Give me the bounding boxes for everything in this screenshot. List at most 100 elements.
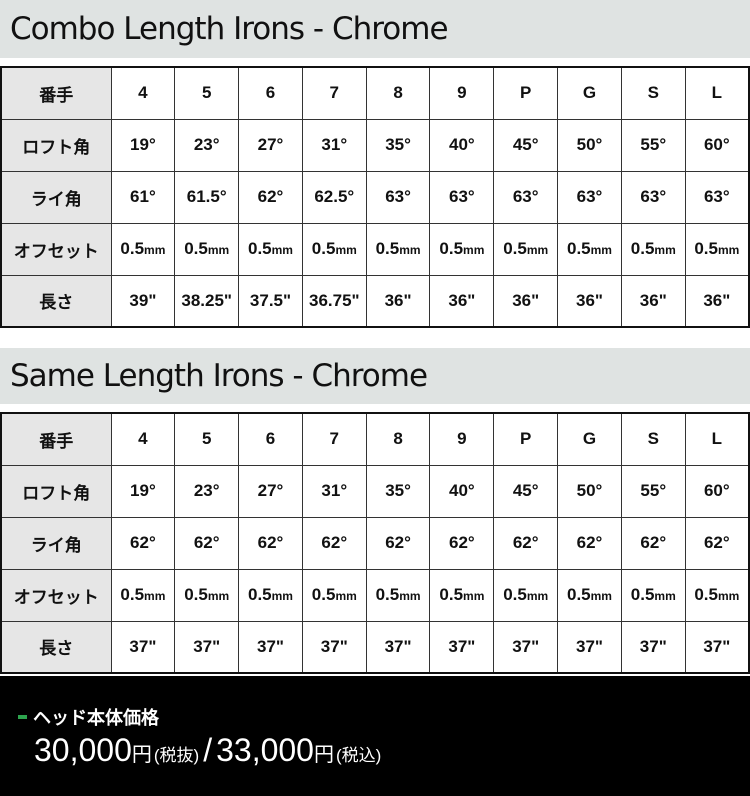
cell-value: 62° [512,533,539,552]
table-cell: 62° [684,516,750,570]
cell-value: 9 [457,429,467,449]
table-cell: G [557,66,622,120]
cell-value: 37" [703,636,731,656]
cell-value: 5 [201,429,212,449]
unit-label: mm [271,589,293,603]
table-cell: 60° [684,118,750,172]
table-cell: 35° [365,464,431,518]
table-cell: 62° [493,516,559,570]
price-in-tax: 33,000 [216,732,314,768]
table-cell: 37" [174,620,240,674]
cell-value: 40° [449,135,475,154]
cell-value: 50° [576,481,603,500]
cell-value: 0.5 [630,239,655,258]
cell-value: 61° [130,187,156,206]
table-cell: 35° [365,118,431,172]
spec-table-same: 番手 4 5 6 7 8 9 P G S L ロフト角 19° 23° 27° 31° 35° 40° 45° 50°… [0,412,750,674]
cell-value: 36" [512,290,540,310]
table-cell: 36" [365,274,431,328]
cell-value: 63° [640,187,667,206]
unit-label: mm [335,589,357,603]
table-cell: 60° [684,464,750,518]
cell-value: P [520,83,532,103]
cell-value: 37" [448,636,476,656]
table-cell: 61° [110,170,176,224]
cell-value: 37.5" [249,290,292,310]
cell-value: 8 [393,429,403,449]
table-cell: 37" [238,620,303,674]
cell-value: 0.5 [311,239,336,258]
cell-value: 62° [257,187,284,206]
row-label: ロフト角 [0,464,112,518]
table-row: ロフト角 19° 23° 27° 31° 35° 40° 45° 50° 55° 60° [0,464,750,518]
table-cell: 63° [557,170,622,224]
row-label: オフセット [0,568,112,622]
dash-icon [18,715,27,719]
cell-value: 37" [129,636,157,656]
cell-value: 0.5 [120,239,145,258]
table-cell: 0.5mm [174,568,240,622]
table-cell: 0.5mm [620,222,686,276]
price-line: 30,000 円 (税抜) / 33,000 円 (税込) [34,732,381,769]
table-cell: 19° [110,464,176,518]
table-cell: 50° [557,464,622,518]
cell-value: 37" [193,636,221,656]
cell-value: 0.5 [566,585,591,604]
cell-value: 36.75" [308,290,360,310]
cell-value: 37" [639,636,667,656]
table-cell: P [493,412,559,466]
cell-value: 7 [329,83,340,103]
unit-label: mm [207,589,230,603]
table-cell: 0.5mm [684,568,750,622]
tax-in-label: (税込) [335,746,382,765]
cell-value: 0.5 [439,239,464,258]
table-cell: 8 [365,412,431,466]
table-cell: 62° [238,516,303,570]
cell-value: L [711,83,723,103]
cell-value: 62° [321,533,348,552]
table-cell: 55° [620,118,686,172]
table-cell: 45° [493,118,559,172]
cell-value: 0.5 [566,239,591,258]
cell-value: 35° [385,135,411,154]
table-cell: 38.25" [174,274,240,328]
table-cell: S [620,412,686,466]
cell-value: 19° [130,481,156,500]
cell-value: 60° [703,135,730,154]
cell-value: 27° [257,481,284,500]
table-cell: 5 [174,412,240,466]
table-cell: 63° [429,170,495,224]
table-cell: 62° [620,516,686,570]
table-cell: 36" [684,274,750,328]
table-row: 長さ 37" 37" 37" 37" 37" 37" 37" 37" 37" 37" [0,620,750,674]
table-cell: 40° [429,464,495,518]
table-cell: S [620,66,686,120]
table-cell: 40° [429,118,495,172]
row-label: ライ角 [0,170,112,224]
cell-value: 0.5 [375,239,400,258]
table-cell: 37" [365,620,431,674]
cell-value: 62.5° [314,187,355,206]
table-row: ライ角 62° 62° 62° 62° 62° 62° 62° 62° 62° 62° [0,516,750,570]
table-cell: 0.5mm [557,222,622,276]
cell-value: 36" [575,290,603,310]
cell-value: 0.5 [248,239,272,258]
table-cell: 63° [620,170,686,224]
cell-value: G [582,83,597,103]
table-cell: 0.5mm [238,222,303,276]
unit-label: mm [144,589,166,603]
table-cell: 63° [493,170,559,224]
row-label: ライ角 [0,516,112,570]
table-cell: 7 [301,66,367,120]
cell-value: 39" [129,290,157,310]
separator: / [203,732,213,768]
table-cell: 62° [429,516,495,570]
cell-value: 62° [640,533,667,552]
cell-value: L [711,429,723,449]
yen-label: 円 [131,744,152,766]
cell-value: 63° [512,187,539,206]
unit-label: mm [590,243,612,257]
price-title: ヘッド本体価格 [33,708,159,728]
table-cell: 37.5" [238,274,303,328]
cell-value: 38.25" [181,290,232,310]
